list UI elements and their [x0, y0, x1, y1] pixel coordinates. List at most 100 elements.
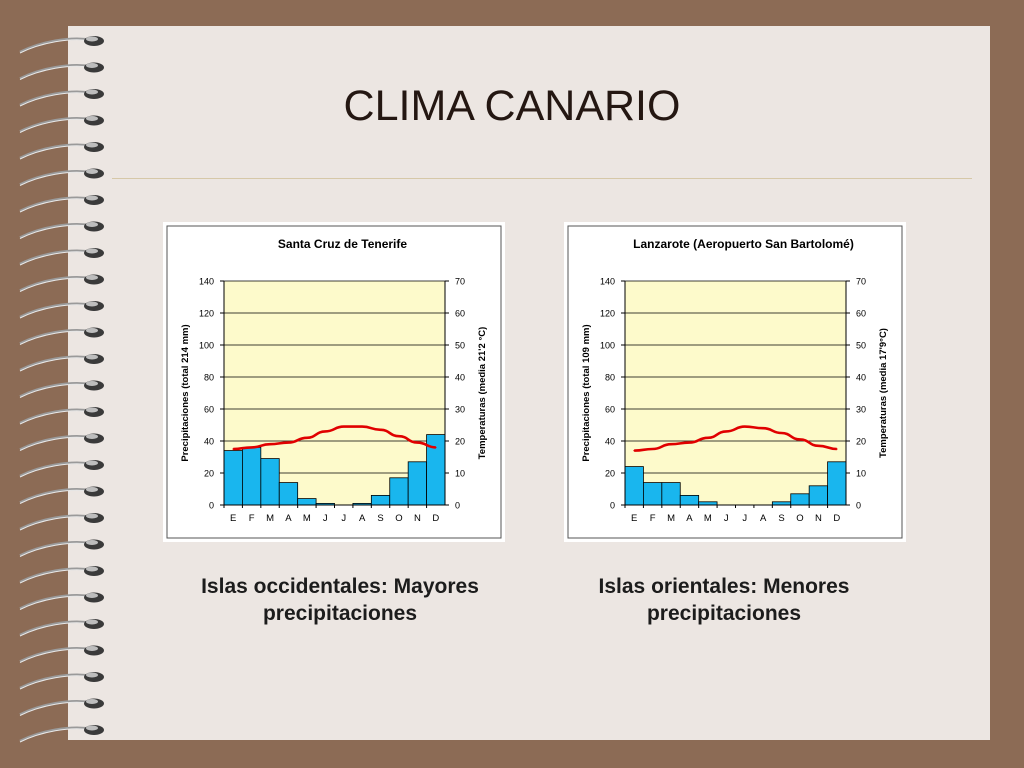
x-tick-label: O	[395, 513, 402, 524]
spiral-ring	[19, 407, 104, 425]
x-tick-label: F	[650, 513, 656, 524]
y-tick-label: 20	[204, 469, 214, 479]
precipitation-bar	[624, 466, 644, 506]
spiral-ring	[19, 566, 104, 584]
y-axis-label: Precipitaciones (total 109 mm)	[581, 324, 592, 461]
temperature-point	[707, 437, 709, 439]
x-tick-label: J	[724, 513, 729, 524]
y-tick-label: 100	[600, 341, 615, 351]
x-tick-label: J	[341, 513, 346, 524]
spiral-ring	[19, 592, 104, 610]
y-tick-label: 60	[204, 405, 214, 415]
spiral-ring	[19, 619, 104, 637]
temperature-point	[416, 441, 419, 444]
temperature-point	[232, 448, 235, 450]
spiral-ring	[19, 36, 104, 54]
temperature-point	[361, 425, 363, 428]
x-tick-label: F	[249, 513, 255, 524]
temperature-point	[762, 427, 764, 429]
chart-title: Santa Cruz de Tenerife	[278, 237, 407, 251]
spiral-ring	[19, 380, 104, 398]
precipitation-bar	[242, 446, 262, 506]
temperature-point	[780, 432, 783, 434]
y2-tick-label: 0	[856, 501, 861, 511]
spiral-ring	[19, 725, 104, 743]
x-tick-label: J	[742, 513, 747, 524]
title-divider	[112, 178, 972, 179]
x-tick-label: A	[285, 513, 292, 524]
temperature-point	[379, 429, 382, 431]
y-tick-label: 20	[605, 469, 615, 479]
spiral-ring	[19, 221, 104, 239]
chart-title: Lanzarote (Aeropuerto San Bartolomé)	[633, 237, 854, 251]
precipitation-bar	[407, 461, 427, 506]
x-tick-label: M	[704, 513, 712, 524]
spiral-ring	[19, 62, 104, 80]
temperature-point	[817, 445, 820, 447]
y2-tick-label: 60	[856, 309, 866, 319]
spiral-ring	[19, 142, 104, 160]
y2-axis-label: Temperaturas (media 17'9°C)	[878, 328, 889, 458]
temperature-line	[233, 425, 436, 451]
temperature-point	[743, 425, 746, 428]
x-tick-label: N	[815, 513, 822, 524]
caption-occidental: Islas occidentales: Mayores precipitacio…	[201, 575, 479, 625]
spiral-ring	[19, 672, 104, 690]
temperature-point	[633, 449, 636, 452]
y2-tick-label: 20	[455, 437, 465, 447]
y2-tick-label: 10	[856, 469, 866, 479]
x-tick-label: M	[667, 513, 675, 524]
spiral-ring	[19, 433, 104, 451]
spiral-ring	[19, 301, 104, 319]
y2-tick-label: 30	[856, 405, 866, 415]
spiral-ring	[19, 460, 104, 478]
x-tick-label: E	[230, 513, 236, 524]
precipitation-bar	[223, 450, 243, 506]
chart-border	[567, 225, 903, 539]
temperature-point	[398, 435, 400, 437]
precipitation-bar	[827, 461, 847, 506]
x-tick-label: A	[686, 513, 693, 524]
spiral-ring	[19, 486, 104, 504]
y-tick-label: 140	[199, 277, 214, 287]
y2-tick-label: 70	[455, 277, 465, 287]
y-tick-label: 0	[209, 501, 214, 511]
temperature-point	[651, 448, 654, 450]
y-tick-label: 80	[605, 373, 615, 383]
x-tick-label: A	[760, 513, 767, 524]
precipitation-bar	[808, 485, 828, 506]
precipitation-bar	[790, 493, 810, 506]
y-tick-label: 80	[204, 373, 214, 383]
y2-tick-label: 0	[455, 501, 460, 511]
chart-border	[166, 225, 502, 539]
y-tick-label: 0	[610, 501, 615, 511]
precipitation-bar	[297, 498, 317, 506]
spiral-ring	[19, 115, 104, 133]
slide-title: CLIMA CANARIO	[343, 82, 681, 130]
precipitation-bar	[260, 458, 280, 506]
precipitation-bar	[370, 494, 391, 506]
spiral-ring	[19, 89, 104, 107]
x-tick-label: M	[303, 513, 311, 524]
temperature-point	[434, 446, 437, 449]
y2-tick-label: 20	[856, 437, 866, 447]
temperature-point	[688, 441, 691, 444]
chart-lanzarote: 0 20 40 60 80 100 120 140 0 10 20 30 40 50 60 70 E F M A M J J…	[564, 222, 906, 542]
x-tick-label: S	[377, 513, 383, 524]
temperature-point	[670, 443, 672, 445]
temperature-point	[306, 437, 308, 439]
x-tick-label: O	[796, 513, 803, 524]
y2-axis-label: Temperaturas (media 21'2 °C)	[477, 327, 488, 460]
x-tick-label: N	[414, 513, 421, 524]
spiral-ring	[19, 168, 104, 186]
temperature-point	[324, 430, 327, 433]
chart-santa-cruz: 0 20 40 60 80 100 120 140 0 10 20 30 40 50 60 70 E F M A M J J…	[163, 222, 505, 542]
temperature-point	[250, 446, 253, 449]
y2-tick-label: 40	[455, 373, 465, 383]
y2-tick-label: 50	[856, 341, 866, 351]
y-tick-label: 120	[199, 309, 214, 319]
precipitation-bar	[679, 494, 700, 506]
spiral-binding	[19, 36, 104, 743]
y-tick-label: 40	[605, 437, 615, 447]
